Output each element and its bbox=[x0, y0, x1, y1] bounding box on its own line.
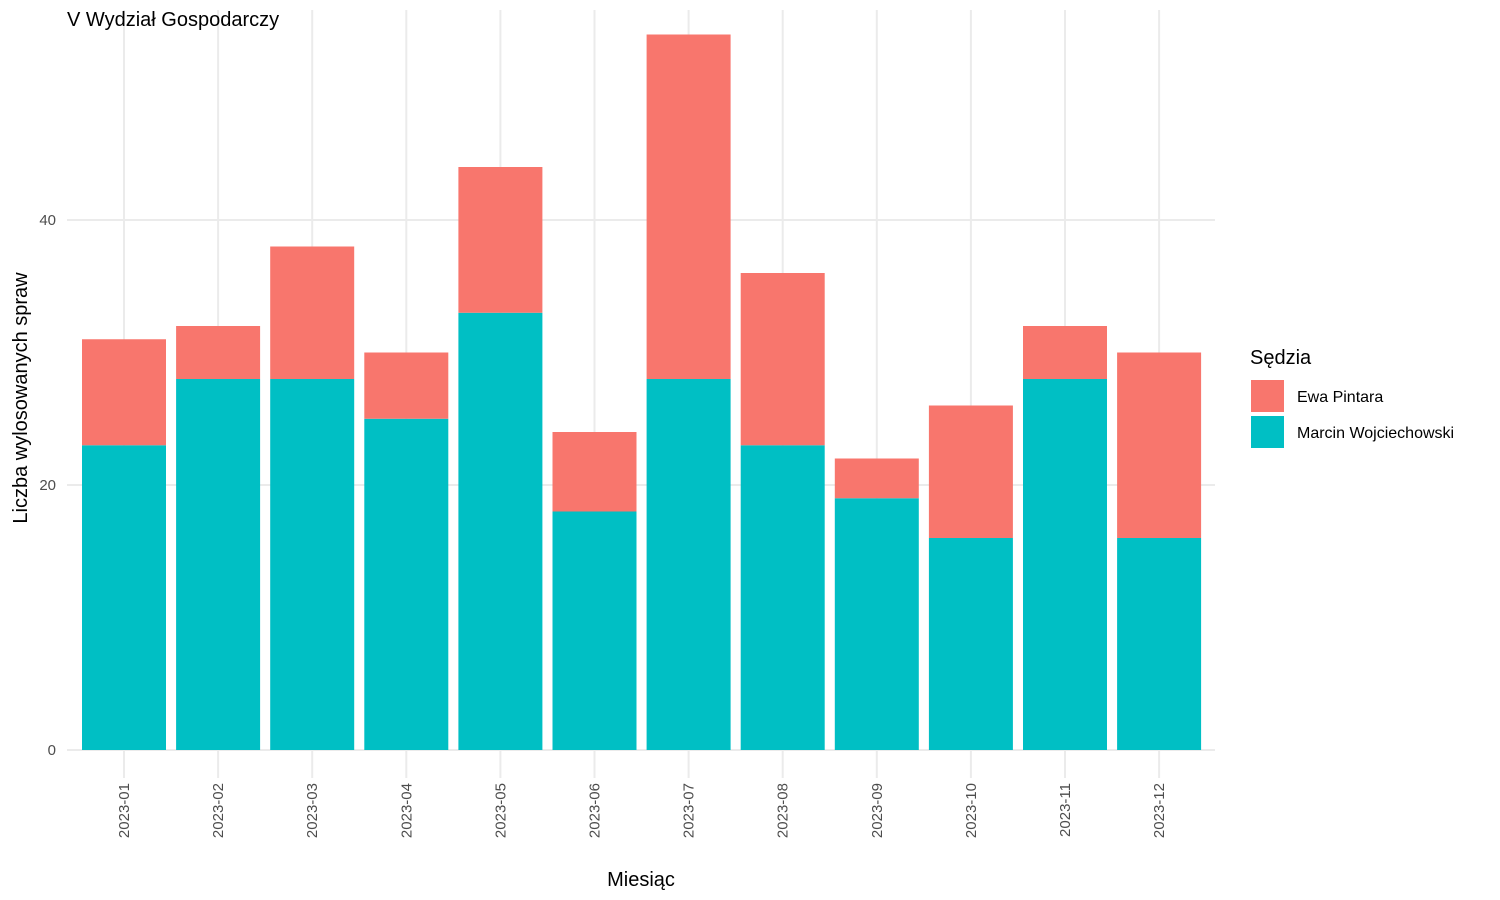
bar-segment bbox=[176, 379, 261, 750]
bar-segment bbox=[270, 379, 355, 750]
legend-swatch bbox=[1251, 380, 1284, 412]
x-tick-label: 2023-04 bbox=[398, 783, 415, 838]
bar-segment bbox=[740, 273, 825, 446]
bar-segment bbox=[176, 326, 261, 379]
bar-segment bbox=[364, 352, 449, 419]
x-tick-label: 2023-05 bbox=[492, 783, 509, 838]
bar-segment bbox=[552, 432, 637, 512]
x-tick-label: 2023-01 bbox=[116, 783, 133, 838]
legend-title: Sędzia bbox=[1250, 347, 1312, 369]
x-tick-label: 2023-08 bbox=[775, 783, 792, 838]
bar-segment bbox=[270, 246, 355, 379]
x-tick-label: 2023-02 bbox=[210, 783, 227, 838]
bar-segment bbox=[1023, 326, 1107, 379]
y-tick-label: 20 bbox=[39, 477, 56, 494]
x-tick-label: 2023-12 bbox=[1151, 783, 1168, 838]
bar-segment bbox=[552, 511, 637, 750]
y-axis-title: Liczba wylosowanych spraw bbox=[10, 272, 32, 524]
x-axis-title: Miesiąc bbox=[607, 869, 675, 891]
legend: Sędzia Ewa Pintara Marcin Wojciechowski bbox=[1250, 347, 1454, 448]
bar-segment bbox=[82, 339, 166, 446]
x-tick-label: 2023-09 bbox=[869, 783, 886, 838]
x-tick-label: 2023-11 bbox=[1057, 783, 1074, 837]
bar-segment bbox=[82, 445, 166, 750]
y-tick-label: 0 bbox=[48, 742, 56, 759]
legend-label: Ewa Pintara bbox=[1297, 389, 1383, 406]
bar-segment bbox=[928, 405, 1013, 538]
bar-segment bbox=[740, 445, 825, 750]
bar-segment bbox=[1023, 379, 1107, 750]
bar-segment bbox=[1117, 352, 1202, 538]
bar-segment bbox=[834, 498, 919, 750]
x-tick-label: 2023-07 bbox=[681, 783, 698, 838]
bar-segment bbox=[458, 167, 543, 313]
chart-title: V Wydział Gospodarczy bbox=[67, 9, 279, 31]
legend-swatch bbox=[1251, 416, 1284, 448]
bar-segment bbox=[646, 34, 731, 379]
bar-segment bbox=[646, 379, 731, 750]
y-axis-ticks: 0 20 40 bbox=[39, 212, 56, 759]
bar-segment bbox=[834, 458, 919, 499]
x-tick-label: 2023-10 bbox=[963, 783, 980, 838]
x-tick-label: 2023-03 bbox=[304, 783, 321, 838]
bar-segment bbox=[364, 418, 449, 750]
bar-segment bbox=[1117, 538, 1202, 750]
bars bbox=[82, 34, 1202, 750]
bar-segment bbox=[928, 538, 1013, 750]
legend-label: Marcin Wojciechowski bbox=[1297, 425, 1454, 442]
x-tick-label: 2023-06 bbox=[587, 783, 604, 838]
bar-segment bbox=[458, 312, 543, 750]
x-axis-ticks: 2023-01 2023-02 2023-03 2023-04 2023-05 2023-… bbox=[116, 783, 1168, 838]
y-tick-label: 40 bbox=[39, 212, 56, 229]
